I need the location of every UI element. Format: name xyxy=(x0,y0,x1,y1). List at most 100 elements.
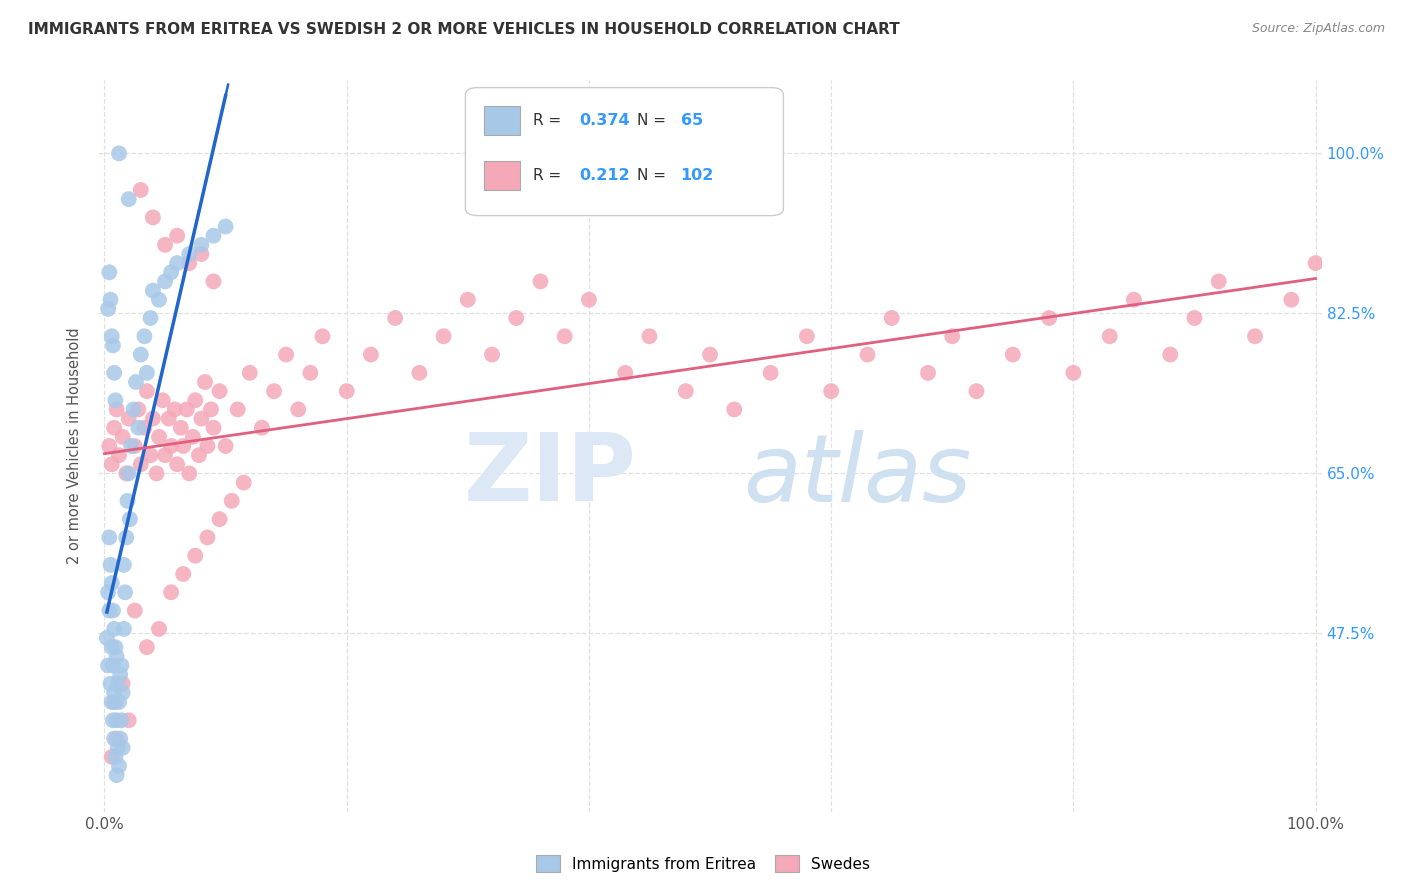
Point xyxy=(457,293,479,307)
Point xyxy=(100,695,122,709)
Point xyxy=(299,366,322,380)
Point xyxy=(1122,293,1144,307)
Point xyxy=(110,667,132,681)
Point xyxy=(232,475,254,490)
Point xyxy=(127,402,149,417)
Point xyxy=(384,311,406,326)
Point xyxy=(190,247,212,261)
Point xyxy=(98,530,121,544)
Point xyxy=(122,402,145,417)
Point xyxy=(100,293,122,307)
Point xyxy=(103,731,125,746)
Point xyxy=(276,348,298,362)
Point xyxy=(135,640,157,655)
Point xyxy=(614,366,637,380)
Point xyxy=(100,576,122,591)
Point xyxy=(917,366,939,380)
Point xyxy=(148,430,170,444)
Point xyxy=(139,448,162,462)
Point xyxy=(208,384,231,399)
Point xyxy=(110,714,132,728)
Point xyxy=(179,247,201,261)
Point xyxy=(105,402,128,417)
Point xyxy=(145,467,167,481)
Point xyxy=(1184,311,1206,326)
Point xyxy=(100,677,122,691)
Point xyxy=(107,740,129,755)
Point xyxy=(111,430,134,444)
Point xyxy=(118,192,141,206)
Point xyxy=(98,604,121,618)
Point xyxy=(796,329,818,343)
Point xyxy=(197,439,219,453)
Point xyxy=(100,329,122,343)
Point xyxy=(103,622,125,636)
Point xyxy=(554,329,576,343)
Point xyxy=(110,731,132,746)
Text: R =: R = xyxy=(533,113,565,128)
Point xyxy=(112,558,135,572)
Text: Source: ZipAtlas.com: Source: ZipAtlas.com xyxy=(1251,22,1385,36)
Point xyxy=(104,393,127,408)
Point xyxy=(118,714,141,728)
Point xyxy=(124,439,146,453)
FancyBboxPatch shape xyxy=(465,87,783,216)
Point xyxy=(966,384,988,399)
Point xyxy=(107,677,129,691)
Text: 0.374: 0.374 xyxy=(579,113,630,128)
Point xyxy=(287,402,309,417)
Point xyxy=(699,348,721,362)
Point xyxy=(108,448,131,462)
Point xyxy=(97,301,120,316)
Point xyxy=(118,467,141,481)
Point xyxy=(148,622,170,636)
FancyBboxPatch shape xyxy=(484,106,520,136)
Point xyxy=(578,293,600,307)
Y-axis label: 2 or more Vehicles in Household: 2 or more Vehicles in Household xyxy=(67,327,83,565)
Point xyxy=(638,329,661,343)
Point xyxy=(529,275,551,289)
Text: ZIP: ZIP xyxy=(464,429,637,521)
Point xyxy=(153,448,176,462)
Point xyxy=(202,275,225,289)
Point xyxy=(1159,348,1181,362)
Point xyxy=(176,402,198,417)
Point xyxy=(179,467,201,481)
Point xyxy=(104,640,127,655)
Text: N =: N = xyxy=(637,168,671,183)
Point xyxy=(103,421,125,435)
Point xyxy=(100,640,122,655)
Point xyxy=(202,421,225,435)
Point xyxy=(226,402,249,417)
Point xyxy=(360,348,382,362)
Point xyxy=(172,567,194,582)
Point xyxy=(239,366,262,380)
Point xyxy=(100,749,122,764)
Legend: Immigrants from Eritrea, Swedes: Immigrants from Eritrea, Swedes xyxy=(529,847,877,880)
Point xyxy=(129,458,152,472)
Point xyxy=(172,439,194,453)
Point xyxy=(200,402,222,417)
Point xyxy=(101,338,124,352)
Point xyxy=(214,219,236,234)
Point xyxy=(181,430,204,444)
Point xyxy=(134,329,156,343)
Point xyxy=(108,759,131,773)
Point xyxy=(101,658,124,673)
Point xyxy=(125,375,148,389)
Text: atlas: atlas xyxy=(742,430,972,521)
Point xyxy=(111,686,134,700)
Point xyxy=(104,749,127,764)
Point xyxy=(820,384,842,399)
Text: N =: N = xyxy=(637,113,671,128)
Point xyxy=(101,604,124,618)
Point xyxy=(160,585,183,599)
Point xyxy=(115,530,138,544)
Text: 0.212: 0.212 xyxy=(579,168,630,183)
Point xyxy=(202,228,225,243)
Point xyxy=(115,467,138,481)
Point xyxy=(142,284,165,298)
Text: 102: 102 xyxy=(681,168,714,183)
Point xyxy=(190,238,212,252)
Point xyxy=(311,329,333,343)
